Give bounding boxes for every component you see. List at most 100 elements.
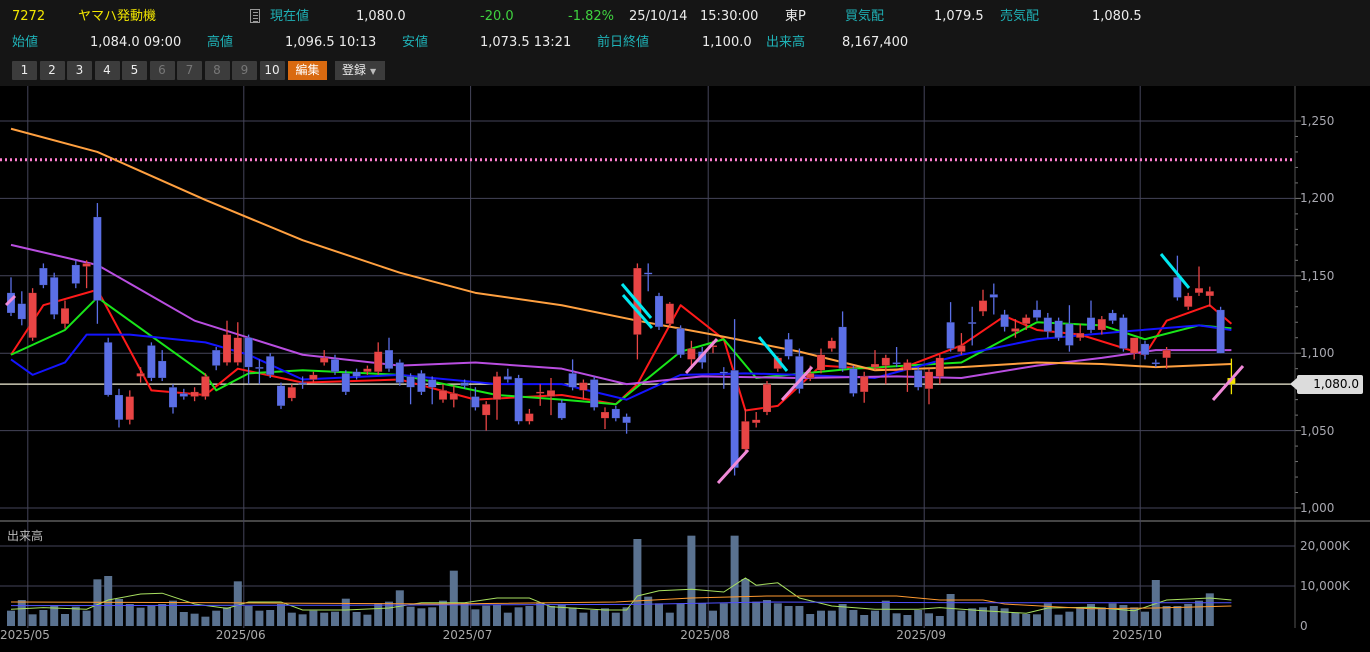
- trend-line[interactable]: [1159, 253, 1191, 289]
- candlestick[interactable]: [946, 302, 955, 352]
- page-button-1[interactable]: 1: [12, 61, 37, 80]
- candlestick[interactable]: [795, 348, 804, 394]
- candlestick[interactable]: [201, 373, 210, 400]
- candlestick[interactable]: [233, 322, 243, 366]
- candlestick[interactable]: [211, 347, 221, 371]
- candlestick[interactable]: [913, 367, 923, 391]
- candlestick[interactable]: [244, 334, 253, 385]
- candlestick[interactable]: [309, 371, 318, 383]
- candlestick[interactable]: [892, 347, 901, 368]
- candlestick[interactable]: [417, 370, 426, 395]
- candlestick[interactable]: [298, 376, 307, 389]
- candlestick[interactable]: [859, 371, 869, 403]
- candlestick[interactable]: [622, 413, 631, 434]
- candlestick[interactable]: [1205, 286, 1215, 307]
- candlestick[interactable]: [1151, 359, 1161, 368]
- candlestick[interactable]: [406, 373, 415, 405]
- trend-line[interactable]: [1211, 365, 1245, 401]
- candlestick[interactable]: [1054, 317, 1063, 341]
- candlestick[interactable]: [611, 405, 621, 422]
- trend-line[interactable]: [684, 337, 719, 375]
- candlestick[interactable]: [762, 381, 772, 416]
- candlestick[interactable]: [157, 350, 167, 382]
- page-button-7[interactable]: 7: [177, 61, 202, 80]
- candlestick[interactable]: [125, 390, 135, 425]
- candlestick[interactable]: [525, 408, 534, 425]
- candlestick[interactable]: [849, 365, 858, 397]
- edit-button[interactable]: 編集: [288, 61, 327, 80]
- candlestick[interactable]: [39, 263, 48, 289]
- page-button-9[interactable]: 9: [232, 61, 257, 80]
- page-button-3[interactable]: 3: [67, 61, 92, 80]
- candlestick[interactable]: [341, 370, 351, 395]
- candlestick[interactable]: [190, 387, 199, 402]
- candlestick[interactable]: [719, 367, 729, 389]
- candlestick[interactable]: [1173, 255, 1182, 301]
- candlestick[interactable]: [989, 283, 999, 315]
- candlestick[interactable]: [319, 350, 329, 366]
- candlestick[interactable]: [222, 320, 232, 366]
- candlestick[interactable]: [93, 203, 102, 324]
- page-button-5[interactable]: 5: [122, 61, 147, 80]
- candlestick[interactable]: [71, 260, 81, 289]
- candlestick[interactable]: [17, 291, 27, 326]
- page-button-10[interactable]: 10: [259, 61, 285, 80]
- candlestick[interactable]: [179, 388, 189, 400]
- candlestick[interactable]: [60, 300, 70, 329]
- candlestick[interactable]: [471, 387, 480, 411]
- candlestick[interactable]: [838, 311, 847, 372]
- candlestick[interactable]: [330, 354, 340, 375]
- candlestick[interactable]: [276, 382, 286, 409]
- candlestick[interactable]: [352, 368, 361, 380]
- candlestick[interactable]: [1011, 319, 1020, 338]
- candlestick[interactable]: [1097, 316, 1107, 335]
- candlestick[interactable]: [514, 374, 523, 425]
- candlestick[interactable]: [1000, 309, 1009, 332]
- candlestick[interactable]: [28, 288, 37, 341]
- candlestick[interactable]: [665, 302, 675, 327]
- candlestick[interactable]: [589, 376, 599, 411]
- candlestick[interactable]: [1194, 266, 1204, 296]
- candlestick[interactable]: [1086, 300, 1096, 334]
- page-button-8[interactable]: 8: [204, 61, 230, 80]
- candlestick[interactable]: [168, 384, 178, 414]
- candlestick[interactable]: [978, 289, 988, 317]
- candlestick[interactable]: [1021, 314, 1031, 330]
- candlestick[interactable]: [147, 342, 156, 382]
- candlestick[interactable]: [1043, 312, 1053, 338]
- candlestick[interactable]: [255, 359, 264, 385]
- candlestick[interactable]: [427, 376, 437, 405]
- trend-line[interactable]: [780, 365, 814, 402]
- candlestick[interactable]: [363, 365, 372, 375]
- candlestick[interactable]: [481, 401, 491, 431]
- candlestick[interactable]: [784, 333, 793, 360]
- candlestick[interactable]: [1140, 340, 1150, 360]
- page-button-6[interactable]: 6: [149, 61, 175, 80]
- trend-line[interactable]: [621, 294, 654, 329]
- candlestick[interactable]: [395, 359, 405, 386]
- trend-line[interactable]: [757, 336, 789, 372]
- register-dropdown[interactable]: 登録 ▼: [335, 61, 385, 80]
- candlestick[interactable]: [438, 384, 448, 403]
- candlestick[interactable]: [751, 412, 761, 428]
- candlestick[interactable]: [546, 377, 556, 416]
- candlestick[interactable]: [535, 384, 545, 406]
- candlestick[interactable]: [579, 379, 588, 400]
- candlestick[interactable]: [449, 385, 459, 408]
- candlestick[interactable]: [730, 319, 739, 476]
- candlestick[interactable]: [1162, 347, 1171, 369]
- candlestick[interactable]: [103, 337, 113, 397]
- candlestick[interactable]: [741, 408, 750, 453]
- candlestick[interactable]: [676, 325, 685, 358]
- chart-area[interactable]: [0, 86, 1370, 652]
- candlestick[interactable]: [1032, 300, 1042, 321]
- candlestick[interactable]: [870, 350, 880, 371]
- trend-line-annotations[interactable]: [4, 253, 1245, 485]
- candlestick[interactable]: [492, 371, 502, 420]
- candlestick[interactable]: [1108, 309, 1117, 324]
- candlestick[interactable]: [136, 367, 145, 383]
- candlestick[interactable]: [957, 333, 966, 355]
- trend-line[interactable]: [4, 294, 17, 307]
- candlestick[interactable]: [967, 306, 977, 346]
